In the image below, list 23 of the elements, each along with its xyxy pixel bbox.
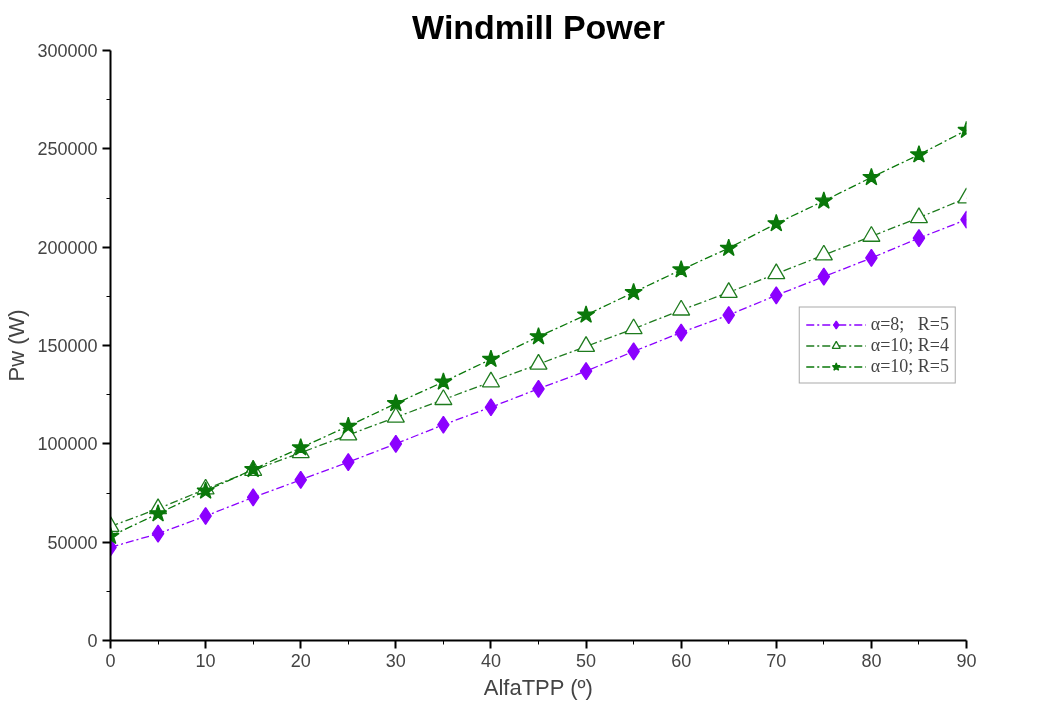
- chart-title: Windmill Power: [412, 7, 665, 46]
- x-tick-label: 80: [861, 650, 882, 671]
- y-axis-title: Pw (W): [4, 309, 30, 382]
- y-tick-label: 100000: [37, 434, 98, 455]
- y-tick-label: 250000: [37, 139, 98, 160]
- x-tick-label: 10: [195, 650, 216, 671]
- y-tick-label: 300000: [37, 41, 98, 61]
- x-tick-label: 60: [671, 650, 692, 671]
- x-tick-label: 20: [290, 650, 311, 671]
- x-axis-title: AlfaTPP (º): [483, 674, 593, 700]
- x-tick-label: 70: [766, 650, 787, 671]
- x-tick-label: 30: [385, 650, 406, 671]
- legend-label: α=8; R=5: [870, 313, 949, 335]
- y-tick-label: 0: [87, 631, 98, 651]
- x-tick-label: 40: [480, 650, 501, 671]
- y-tick-label: 50000: [47, 532, 98, 553]
- x-tick-label: 50: [576, 650, 597, 671]
- y-tick-label: 200000: [37, 237, 98, 258]
- legend-label: α=10; R=5: [870, 355, 949, 377]
- x-tick-label: 90: [956, 650, 977, 671]
- y-tick-label: 150000: [37, 336, 98, 356]
- legend-label: α=10; R=4: [870, 334, 949, 356]
- x-tick-label: 0: [105, 650, 116, 671]
